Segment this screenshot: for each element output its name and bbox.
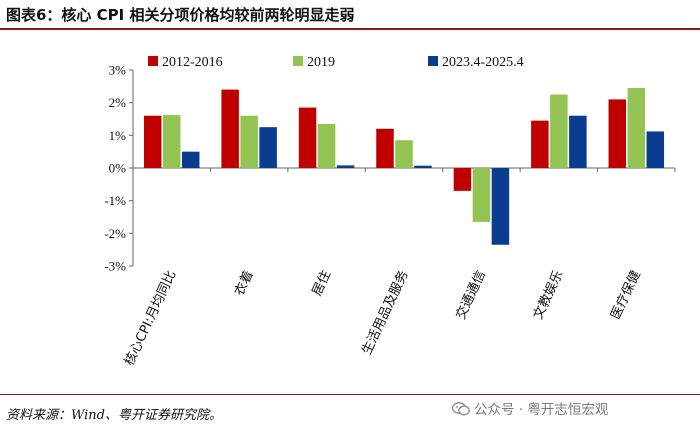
figure-title: 图表6：核心 CPI 相关分项价格均较前两轮明显走弱 [6,6,355,24]
category-label: 文教娱乐 [530,268,566,322]
legend-label: 2023.4-2025.4 [442,55,524,70]
legend-swatch [428,56,438,66]
source-note: 资料来源：Wind、粤开证券研究院。 [6,408,222,423]
bar-0-0 [143,115,162,168]
bar-1-5 [550,94,568,168]
y-tick-label: -2% [104,226,126,241]
legend-label: 2019 [307,55,335,70]
bar-2-0 [181,151,200,168]
bar-0-1 [221,89,239,168]
bar-1-1 [240,115,258,168]
category-label: 居住 [310,268,335,298]
y-tick-label: -3% [104,259,126,274]
bar-1-3 [395,140,413,168]
bar-1-2 [317,123,336,168]
bar-2-2 [336,165,355,168]
y-tick-label: -1% [104,193,126,208]
bar-2-1 [259,127,277,168]
bar-2-4 [491,168,510,245]
category-label: 生活用品及服务 [359,268,412,357]
y-tick-label: 0% [109,161,127,176]
bar-0-4 [453,168,472,191]
footer-rule [0,394,700,395]
bar-2-5 [569,115,587,168]
bar-2-3 [414,165,432,168]
category-label: 医疗保健 [608,268,644,321]
bar-chart: 3% 2% 1% 0% -1% -2% -3%核心CPI:月均同比 衣着 居住 生活用品及服务 交通… [104,55,676,368]
bar-1-4 [472,168,491,222]
legend-label: 2012-2016 [162,55,223,70]
bar-0-3 [376,128,394,168]
y-tick-label: 2% [109,95,127,110]
legend-swatch [148,56,158,66]
legend-swatch [293,56,303,66]
wechat-icon [452,402,470,416]
bar-2-6 [646,131,665,168]
watermark: 公众号 · 粤开志恒宏观 [452,398,608,418]
category-label: 交通通信 [453,268,489,322]
y-tick-label: 3% [109,63,127,78]
bar-1-0 [162,115,181,168]
bar-1-6 [627,87,646,168]
y-tick-label: 1% [109,128,127,143]
title-rule [0,28,700,30]
bar-0-6 [608,99,627,168]
watermark-text: 公众号 · 粤开志恒宏观 [474,402,609,418]
bar-0-2 [298,107,317,168]
category-label: 衣着 [231,268,256,298]
bar-0-5 [531,120,549,168]
category-label: 核心CPI:月均同比 [122,268,179,368]
